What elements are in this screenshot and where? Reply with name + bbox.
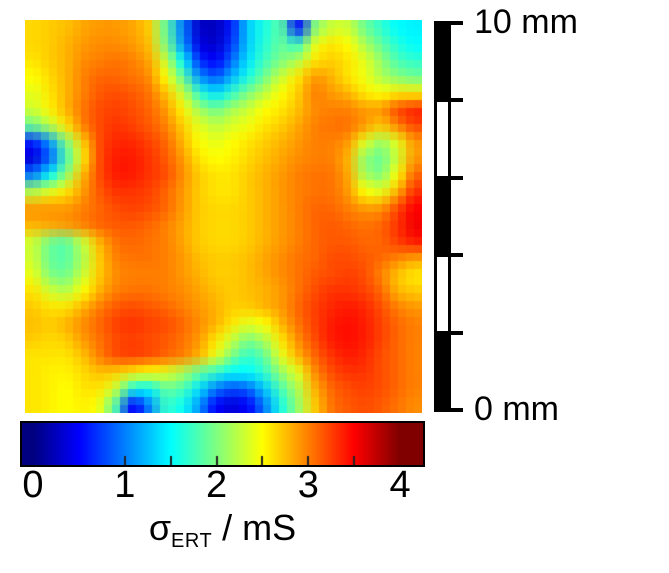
scale-bar-segment-white [434, 100, 451, 179]
scale-bar-segment-black [434, 332, 451, 410]
colorbar-tick-label-1: 1 [114, 464, 136, 506]
scale-bar-segment-black [434, 177, 451, 257]
scale-bar-ruler [434, 23, 451, 410]
scale-bar-tick [434, 98, 463, 103]
scale-bar-segment-white [434, 255, 451, 334]
colorbar-gradient [22, 423, 423, 465]
colorbar-tick-label-3: 3 [297, 464, 319, 506]
colorbar-tick-label-4: 4 [389, 464, 411, 506]
scale-bar-bottom-label: 0 mm [474, 390, 559, 428]
sigma-subscript: ERT [171, 530, 213, 552]
colorbar [20, 421, 425, 467]
colorbar-tick-label-2: 2 [205, 464, 228, 506]
colorbar-axis-label: σERT / mS [22, 506, 423, 556]
scale-bar-top-label: 10 mm [474, 3, 578, 41]
colorbar-tick-label-0: 0 [22, 464, 44, 506]
scale-bar-tick [434, 21, 463, 25]
scale-bar-segment-black [434, 23, 451, 102]
conductivity-heatmap [25, 20, 422, 413]
scale-bar-tick [434, 175, 463, 180]
scale-bar-tick [434, 253, 463, 258]
sigma-symbol: σ [148, 507, 172, 548]
scale-bar-tick [434, 408, 463, 412]
scale-bar-tick [434, 330, 463, 335]
unit-text: / mS [212, 507, 297, 548]
